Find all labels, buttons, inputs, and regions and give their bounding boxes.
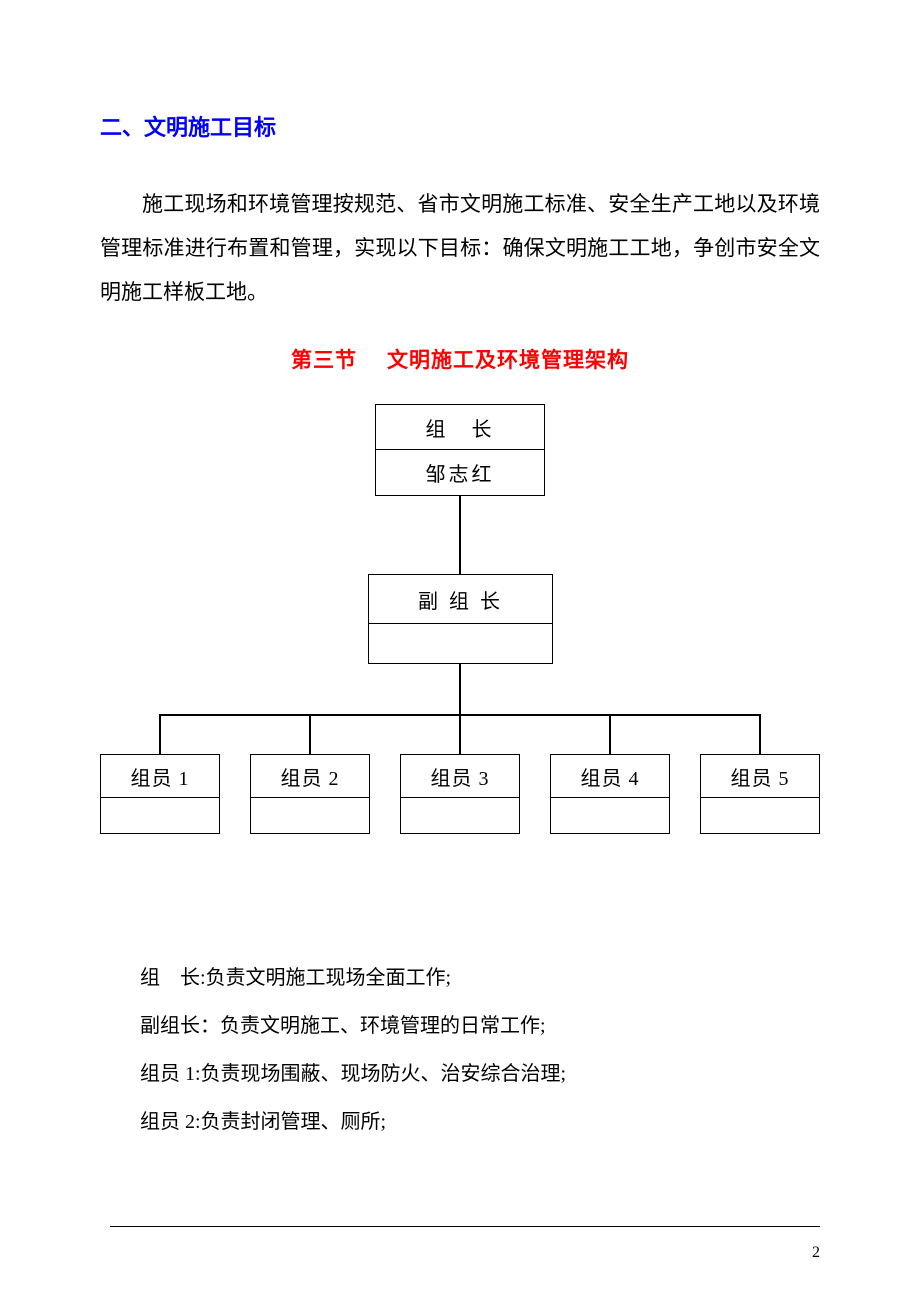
connector-line [159, 714, 161, 754]
role-label: 组 长: [140, 954, 206, 1002]
role-label: 组员 2: [140, 1098, 201, 1146]
org-node-role: 组员 2 [250, 754, 370, 798]
role-descriptions: 组 长:负责文明施工现场全面工作; 副组长：负责文明施工、环境管理的日常工作; … [140, 954, 820, 1146]
org-node-name [400, 798, 520, 834]
footer-rule [110, 1226, 820, 1227]
heading-level2: 二、文明施工目标 [100, 110, 820, 142]
org-node-role: 组员 4 [550, 754, 670, 798]
connector-line [609, 714, 611, 754]
org-node-name [250, 798, 370, 834]
role-label: 副组长： [140, 1002, 220, 1050]
org-node-name [368, 624, 553, 664]
org-node-member: 组员 5 [700, 754, 820, 834]
page-number: 2 [812, 1244, 820, 1262]
role-desc-line: 组员 2:负责封闭管理、厕所; [140, 1098, 820, 1146]
org-node-name [100, 798, 220, 834]
org-node-name [700, 798, 820, 834]
body-paragraph: 施工现场和环境管理按规范、省市文明施工标准、安全生产工地以及环境管理标准进行布置… [100, 182, 820, 314]
connector-line [459, 496, 461, 574]
org-node-role: 组员 1 [100, 754, 220, 798]
connector-line [309, 714, 311, 754]
org-node-member: 组员 1 [100, 754, 220, 834]
role-desc-line: 组 长:负责文明施工现场全面工作; [140, 954, 820, 1002]
org-node-member: 组员 4 [550, 754, 670, 834]
org-node-member: 组员 3 [400, 754, 520, 834]
connector-line [459, 714, 461, 754]
org-node-role: 副 组 长 [368, 574, 553, 624]
org-node-member: 组员 2 [250, 754, 370, 834]
org-node-leader: 组 长 邹志红 [375, 404, 545, 496]
role-text: 负责封闭管理、厕所; [201, 1111, 387, 1133]
role-label: 组员 1: [140, 1050, 201, 1098]
connector-line [459, 664, 461, 714]
section-prefix: 第三节 [291, 349, 357, 372]
role-desc-line: 组员 1:负责现场围蔽、现场防火、治安综合治理; [140, 1050, 820, 1098]
org-node-deputy: 副 组 长 [368, 574, 553, 664]
connector-line [759, 714, 761, 754]
org-chart: 组 长 邹志红 副 组 长 组员 1 组员 2 组员 3 组员 [100, 404, 820, 904]
document-page: 二、文明施工目标 施工现场和环境管理按规范、省市文明施工标准、安全生产工地以及环… [0, 0, 920, 1302]
role-desc-line: 副组长：负责文明施工、环境管理的日常工作; [140, 1002, 820, 1050]
org-node-name: 邹志红 [375, 450, 545, 496]
section-name: 文明施工及环境管理架构 [387, 349, 629, 372]
org-node-role: 组员 3 [400, 754, 520, 798]
org-node-role: 组 长 [375, 404, 545, 450]
role-text: 负责现场围蔽、现场防火、治安综合治理; [201, 1063, 567, 1085]
org-node-role: 组员 5 [700, 754, 820, 798]
org-node-name [550, 798, 670, 834]
section-title: 第三节 文明施工及环境管理架构 [100, 344, 820, 374]
role-text: 负责文明施工现场全面工作; [206, 967, 452, 989]
role-text: 负责文明施工、环境管理的日常工作; [220, 1015, 546, 1037]
